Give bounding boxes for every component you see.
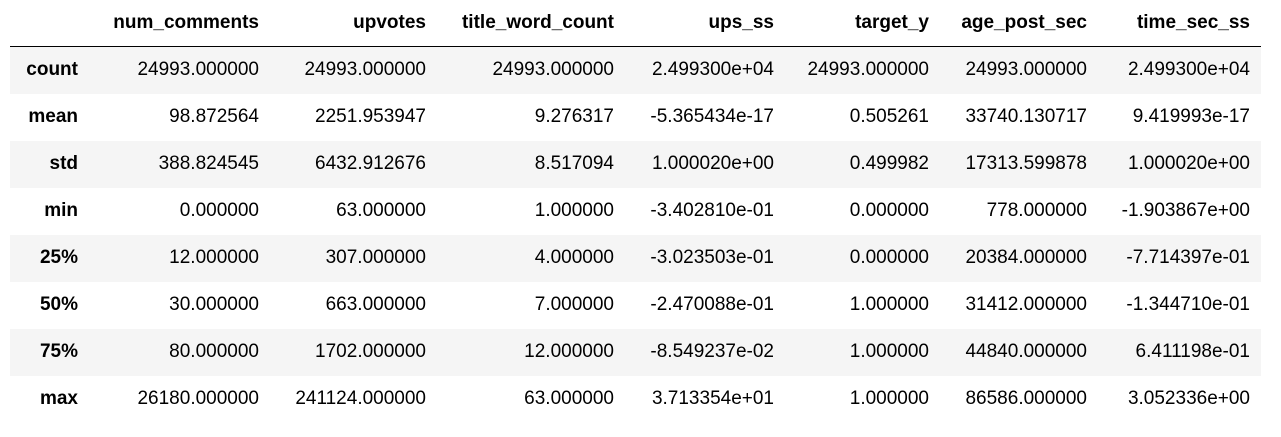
table-row: mean 98.872564 2251.953947 9.276317 -5.3…: [10, 93, 1261, 141]
table-cell: 98.872564: [169, 106, 259, 127]
table-cell: 24993.000000: [137, 59, 259, 81]
table-cell: 6.411198e-01: [1135, 341, 1250, 362]
table-cell: 26180.000000: [137, 388, 259, 409]
row-label: count: [26, 59, 78, 81]
table-cell: 9.276317: [534, 106, 614, 127]
table-cell: 17313.599878: [965, 153, 1087, 174]
row-label: std: [49, 153, 79, 174]
table-cell: -8.549237e-02: [650, 341, 774, 362]
table-cell: 0.499982: [849, 153, 929, 174]
column-header-upvotes: upvotes: [270, 0, 437, 47]
table-cell: 388.824545: [158, 153, 259, 174]
table-row: max 26180.000000 241124.000000 63.000000…: [10, 375, 1261, 423]
row-label: min: [44, 200, 78, 221]
table-cell: 24993.000000: [304, 59, 426, 81]
index-header: [10, 0, 89, 47]
table-cell: -7.714397e-01: [1126, 247, 1250, 268]
table-row: std 388.824545 6432.912676 8.517094 1.00…: [10, 140, 1261, 188]
table-cell: 0.000000: [849, 200, 929, 221]
row-label: max: [39, 388, 78, 409]
table-header: num_comments upvotes title_word_count up…: [10, 0, 1261, 47]
table-cell: 31412.000000: [965, 294, 1087, 315]
table-cell: 2.499300e+04: [651, 59, 774, 81]
table-cell: 63.000000: [524, 388, 614, 409]
table-cell: 2251.953947: [315, 106, 426, 127]
table-row: 25% 12.000000 307.000000 4.000000 -3.023…: [10, 234, 1261, 282]
table-cell: 4.000000: [534, 247, 614, 268]
table-cell: 12.000000: [524, 341, 614, 362]
row-label: 50%: [39, 294, 78, 315]
table-cell: 778.000000: [986, 200, 1087, 221]
table-cell: 2.499300e+04: [1127, 59, 1250, 81]
column-header-title-word-count: title_word_count: [437, 0, 625, 47]
header-row: num_comments upvotes title_word_count up…: [10, 0, 1261, 47]
column-header-num-comments: num_comments: [89, 0, 270, 47]
table-cell: 30.000000: [169, 294, 259, 315]
column-header-ups-ss: ups_ss: [625, 0, 785, 47]
table-cell: 7.000000: [534, 294, 614, 315]
table-cell: 3.713354e+01: [651, 388, 774, 409]
table-cell: 663.000000: [325, 294, 426, 315]
row-label: 75%: [39, 341, 78, 362]
table-cell: 1.000020e+00: [1127, 153, 1250, 174]
table-cell: -3.402810e-01: [650, 200, 774, 221]
table-row: 75% 80.000000 1702.000000 12.000000 -8.5…: [10, 328, 1261, 376]
column-header-target-y: target_y: [785, 0, 940, 47]
table-cell: -3.023503e-01: [650, 247, 774, 268]
table-cell: 0.505261: [849, 106, 929, 127]
table-cell: 241124.000000: [295, 388, 426, 409]
row-label: mean: [28, 106, 78, 127]
table-cell: 20384.000000: [965, 247, 1087, 268]
table-cell: 3.052336e+00: [1127, 388, 1250, 409]
row-label: 25%: [39, 247, 78, 268]
table-cell: 86586.000000: [965, 388, 1087, 409]
table-cell: 0.000000: [849, 247, 929, 268]
table-cell: -5.365434e-17: [650, 106, 774, 127]
table-row: 50% 30.000000 663.000000 7.000000 -2.470…: [10, 281, 1261, 329]
table-cell: 0.000000: [179, 200, 259, 221]
dataframe-output: num_comments upvotes title_word_count up…: [10, 0, 1261, 423]
table-cell: 33740.130717: [965, 106, 1087, 127]
table-cell: 1702.000000: [315, 341, 426, 362]
describe-table: num_comments upvotes title_word_count up…: [10, 0, 1261, 423]
table-cell: 1.000020e+00: [651, 153, 774, 174]
table-cell: 24993.000000: [492, 59, 614, 81]
table-body: count 24993.000000 24993.000000 24993.00…: [10, 46, 1261, 423]
table-cell: -1.903867e+00: [1121, 200, 1250, 221]
table-cell: 44840.000000: [965, 341, 1087, 362]
table-cell: 1.000000: [849, 294, 929, 315]
table-cell: 1.000000: [849, 388, 929, 409]
table-cell: 6432.912676: [315, 153, 426, 174]
table-cell: 8.517094: [534, 153, 614, 174]
table-cell: 80.000000: [169, 341, 259, 362]
table-row: count 24993.000000 24993.000000 24993.00…: [10, 46, 1261, 94]
column-header-age-post-sec: age_post_sec: [940, 0, 1098, 47]
table-cell: 24993.000000: [965, 59, 1087, 81]
table-cell: -2.470088e-01: [650, 294, 774, 315]
table-cell: 1.000000: [849, 341, 929, 362]
table-cell: 24993.000000: [807, 59, 929, 81]
table-cell: 12.000000: [169, 247, 259, 268]
table-cell: 63.000000: [336, 200, 426, 221]
table-cell: 307.000000: [325, 247, 426, 268]
table-cell: 9.419993e-17: [1132, 106, 1250, 127]
column-header-time-sec-ss: time_sec_ss: [1098, 0, 1261, 47]
table-row: min 0.000000 63.000000 1.000000 -3.40281…: [10, 187, 1261, 235]
table-cell: 1.000000: [534, 200, 614, 221]
table-cell: -1.344710e-01: [1126, 294, 1250, 315]
